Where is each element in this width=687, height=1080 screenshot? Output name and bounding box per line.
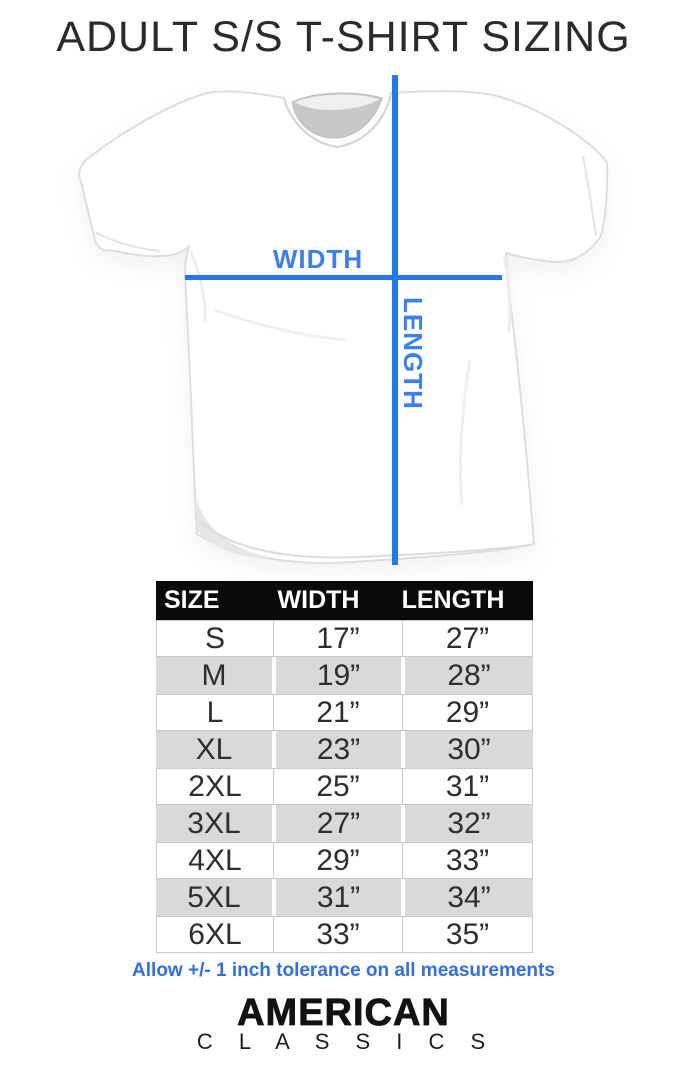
wrinkle	[214, 308, 346, 342]
width-cell: 29”	[274, 842, 403, 879]
left-cuff-seam	[94, 231, 161, 252]
width-cell: 25”	[274, 768, 403, 805]
size-cell: 4XL	[156, 842, 274, 879]
width-cell: 17”	[274, 620, 403, 657]
table-row: S 17” 27”	[156, 620, 533, 657]
width-cell: 19”	[274, 657, 403, 694]
brand-logo: AMERICAN C L A S S I C S	[0, 992, 687, 1054]
hem-line	[198, 519, 531, 559]
table-row: 6XL 33” 35”	[156, 916, 533, 953]
wrinkle	[458, 359, 472, 506]
size-cell: S	[156, 620, 274, 657]
table-row: L 21” 29”	[156, 694, 533, 731]
right-cuff-seam	[582, 155, 597, 237]
size-cell: L	[156, 694, 274, 731]
length-cell: 28”	[403, 657, 533, 694]
length-cell: 31”	[403, 768, 533, 805]
tshirt-image	[78, 75, 609, 565]
table-row: 3XL 27” 32”	[156, 805, 533, 842]
width-cell: 33”	[274, 916, 403, 953]
width-cell: 21”	[274, 694, 403, 731]
size-cell: 3XL	[156, 805, 274, 842]
hem-fold	[197, 500, 275, 559]
brand-name-secondary: C L A S S I C S	[196, 1029, 496, 1054]
length-cell: 30”	[403, 731, 533, 768]
size-cell: XL	[156, 731, 274, 768]
collar-band	[283, 92, 392, 149]
table-row: 4XL 29” 33”	[156, 842, 533, 879]
tolerance-note: Allow +/- 1 inch tolerance on all measur…	[132, 960, 555, 981]
length-cell: 34”	[403, 879, 533, 916]
table-row: M 19” 28”	[156, 657, 533, 694]
length-cell: 29”	[403, 694, 533, 731]
length-label: LENGTH	[398, 297, 428, 410]
size-cell: M	[156, 657, 274, 694]
collar-back	[292, 93, 382, 111]
size-cell: 5XL	[156, 879, 274, 916]
width-cell: 23”	[274, 731, 403, 768]
header-size: SIZE	[164, 586, 220, 614]
length-cell: 32”	[403, 805, 533, 842]
length-cell: 35”	[403, 916, 533, 953]
length-line	[392, 75, 398, 565]
width-cell: 31”	[274, 879, 403, 916]
width-label: WIDTH	[272, 244, 364, 274]
tshirt-body	[78, 90, 609, 564]
width-cell: 27”	[274, 805, 403, 842]
size-cell: 6XL	[156, 916, 274, 953]
header-width: WIDTH	[277, 586, 360, 614]
size-table: SIZE WIDTH LENGTH S 17” 27” M 19” 28” L …	[156, 581, 533, 953]
width-line	[185, 275, 502, 280]
table-row: 2XL 25” 31”	[156, 768, 533, 805]
table-row: 5XL 31” 34”	[156, 879, 533, 916]
length-cell: 27”	[403, 620, 533, 657]
size-cell: 2XL	[156, 768, 274, 805]
table-header-row: SIZE WIDTH LENGTH	[156, 581, 533, 620]
table-row: XL 23” 30”	[156, 731, 533, 768]
wrinkle	[188, 249, 207, 323]
wrinkle	[502, 255, 512, 333]
brand-name-primary: AMERICAN	[237, 992, 450, 1034]
page-title: ADULT S/S T-SHIRT SIZING	[56, 13, 631, 61]
header-length: LENGTH	[401, 586, 505, 614]
length-cell: 33”	[403, 842, 533, 879]
